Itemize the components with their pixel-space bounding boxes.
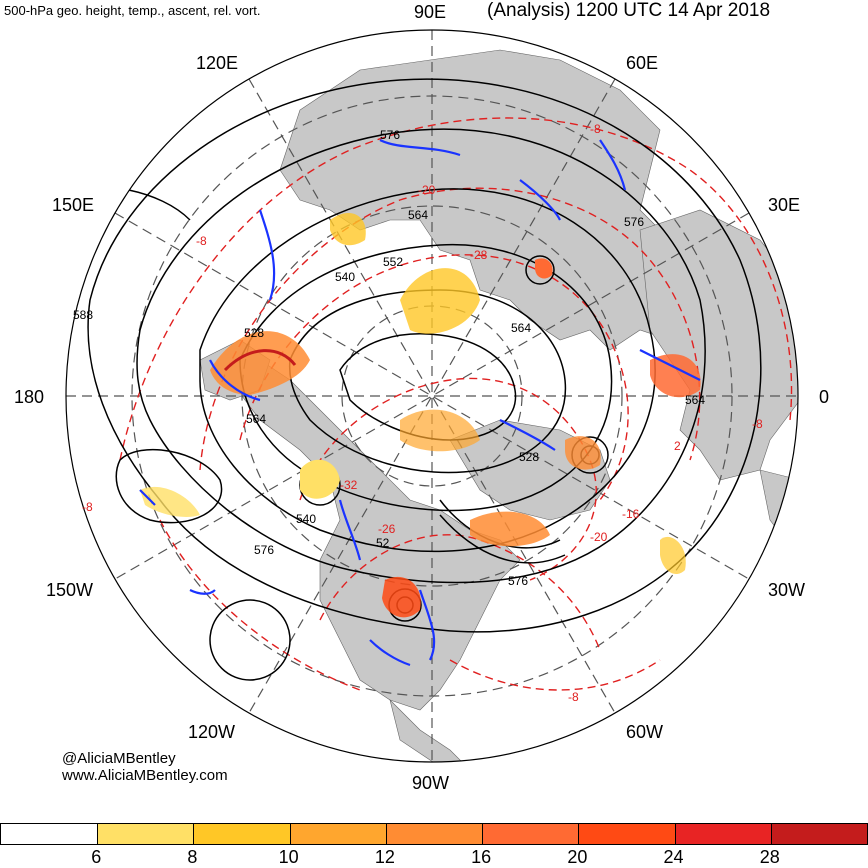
chart-title-right: (Analysis) 1200 UTC 14 Apr 2018 — [487, 0, 771, 21]
map-border — [65, 29, 799, 763]
height-label: 564 — [408, 208, 429, 222]
colorbar-segment — [674, 824, 771, 844]
height-label: 564 — [685, 393, 706, 407]
height-label: 576 — [624, 215, 645, 229]
colorbar-tick-label: 8 — [187, 847, 198, 867]
temp-label: -20 — [590, 530, 608, 544]
temp-label: -8 — [568, 690, 579, 704]
temp-label: -8 — [82, 500, 93, 514]
land-masses — [199, 49, 798, 762]
temp-label: -26 — [378, 522, 396, 536]
colorbar-tick-label: 10 — [278, 847, 299, 867]
colorbar-segment — [578, 824, 675, 844]
lon-label-30e: 30E — [768, 195, 801, 215]
colorbar-tick-label: 28 — [759, 847, 780, 867]
polar-stereographic-map — [65, 29, 799, 763]
colorbar-segment — [1, 824, 98, 844]
colorbar-segment — [289, 824, 386, 844]
credit-handle: @AliciaMBentley — [62, 750, 176, 767]
colorbar-tick-label: 12 — [374, 847, 395, 867]
temp-label: -28 — [470, 248, 488, 262]
height-label: 564 — [246, 412, 267, 426]
temp-label: -16 — [622, 507, 640, 521]
colorbar-segment — [97, 824, 194, 844]
temp-label: -8 — [752, 417, 763, 431]
landmass-africa — [759, 469, 798, 561]
height-label: 564 — [511, 321, 532, 335]
lon-label-30w: 30W — [768, 580, 806, 600]
lon-label-60e: 60E — [626, 53, 659, 73]
lon-label-150e: 150E — [52, 195, 95, 215]
height-label: 540 — [296, 512, 317, 526]
height-label: 552 — [383, 255, 404, 269]
temp-label: -8 — [196, 234, 207, 248]
colorbar-tick-label: 6 — [91, 847, 102, 867]
height-label: 588 — [73, 308, 94, 322]
height-label: 576 — [254, 543, 275, 557]
landmass-central-america — [389, 699, 471, 762]
lon-label-150w: 150W — [46, 580, 94, 600]
chart-title-left: 500-hPa geo. height, temp., ascent, rel.… — [4, 3, 261, 18]
height-label: 528 — [519, 450, 540, 464]
temp-label: 2 — [674, 439, 681, 453]
lon-label-120w: 120W — [188, 722, 236, 742]
temp-label: -8 — [590, 122, 601, 136]
lon-label-90e: 90E — [414, 2, 447, 22]
lon-label-90w: 90W — [412, 773, 450, 793]
landmass-north-america — [229, 359, 521, 711]
height-label: 540 — [335, 270, 356, 284]
height-label: 576 — [508, 574, 529, 588]
colorbar-segment — [193, 824, 290, 844]
colorbar-tick-label: 24 — [663, 847, 684, 867]
height-label: 576 — [380, 128, 401, 142]
colorbar-tick-label: 20 — [567, 847, 588, 867]
height-label: 52 — [376, 536, 390, 550]
height-label: 528 — [244, 326, 265, 340]
colorbar-segment — [385, 824, 483, 844]
lon-label-120e: 120E — [196, 53, 239, 73]
credit-website: www.AliciaMBentley.com — [62, 767, 228, 784]
temperature-contours — [119, 117, 793, 691]
temp-label: -32 — [340, 478, 358, 492]
vorticity-shading — [140, 212, 701, 618]
colorbar — [0, 823, 868, 845]
lon-label-60w: 60W — [626, 722, 664, 742]
ascent-contours — [139, 139, 701, 667]
colorbar-segment — [482, 824, 579, 844]
colorbar-tick-label: 16 — [471, 847, 492, 867]
colorbar-segment — [770, 824, 867, 844]
temp-label: -20 — [418, 183, 436, 197]
lon-label-180: 180 — [14, 387, 45, 407]
lon-label-0: 0 — [819, 387, 830, 407]
